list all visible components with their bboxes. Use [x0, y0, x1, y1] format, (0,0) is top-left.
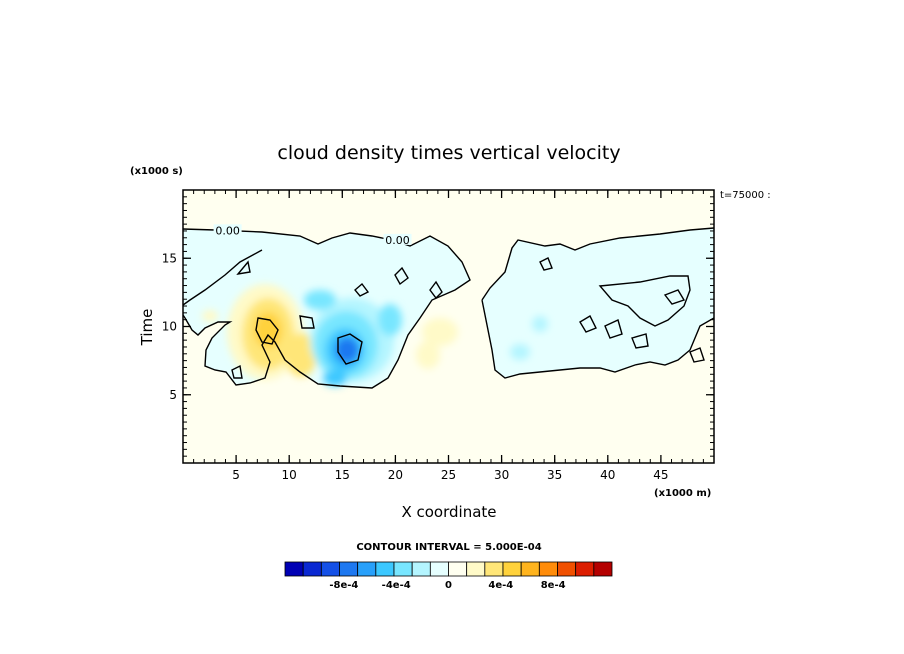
- colorbar: [284, 561, 613, 577]
- x-unit-label: (x1000 m): [654, 488, 711, 499]
- colorbar-swatch: [484, 561, 504, 577]
- y-tick-label: 15: [162, 251, 177, 265]
- x-axis-ticks: 5 10 15 20 25 30 35 40 45: [232, 190, 669, 482]
- colorbar-swatch: [575, 561, 595, 577]
- y-tick-label: 5: [169, 388, 177, 402]
- negative-region-east: [600, 276, 690, 326]
- y-tick-label: 10: [162, 320, 177, 334]
- contour-lines: [183, 227, 714, 389]
- y-unit-label: (x1000 s): [130, 166, 183, 177]
- negative-region-center: [482, 228, 714, 378]
- time-stamp-label: t=75000 :: [720, 190, 771, 201]
- colorbar-tick-label: 4e-4: [488, 580, 513, 591]
- chart-title: cloud density times vertical velocity: [277, 142, 620, 164]
- colorbar-swatch: [538, 561, 558, 577]
- colorbar-swatch: [284, 561, 304, 577]
- x-tick-label: 30: [494, 468, 509, 482]
- x-tick-label: 10: [282, 468, 297, 482]
- x-tick-label: 40: [600, 468, 615, 482]
- colorbar-swatch: [448, 561, 468, 577]
- y-axis-ticks: 5 10 15: [162, 251, 714, 402]
- contour-label-bg: [383, 233, 412, 245]
- x-axis-label: X coordinate: [401, 503, 496, 521]
- colorbar-swatch: [429, 561, 449, 577]
- contour-label-layer: 0.00 0.00: [213, 224, 412, 247]
- colorbar-swatch: [375, 561, 395, 577]
- colorbar-swatch: [339, 561, 359, 577]
- x-tick-label: 20: [388, 468, 403, 482]
- colorbar-tick-label: -4e-4: [382, 580, 411, 591]
- colorbar-swatch: [320, 561, 340, 577]
- colorbar-tick-label: 0: [445, 580, 452, 591]
- contour-label-bg: [213, 224, 242, 236]
- y-axis-label: Time: [138, 309, 156, 347]
- contour-label: 0.00: [215, 224, 240, 237]
- colorbar-tick-label: 8e-4: [541, 580, 566, 591]
- x-tick-label: 5: [232, 468, 240, 482]
- colorbar-swatch: [593, 561, 613, 577]
- x-tick-label: 15: [335, 468, 350, 482]
- x-tick-label: 25: [441, 468, 456, 482]
- colorbar-swatch: [357, 561, 377, 577]
- colorbar-swatch: [411, 561, 431, 577]
- colorbar-swatch: [302, 561, 322, 577]
- colorbar-swatch: [557, 561, 577, 577]
- x-tick-label: 45: [653, 468, 668, 482]
- x-tick-label: 35: [547, 468, 562, 482]
- colorbar-swatch: [393, 561, 413, 577]
- contour-interval-label: CONTOUR INTERVAL = 5.000E-04: [356, 542, 541, 553]
- colorbar-swatch: [502, 561, 522, 577]
- colorbar-swatch: [520, 561, 540, 577]
- colorbar-tick-labels: -8e-4 -4e-4 0 4e-4 8e-4: [329, 580, 565, 591]
- colorbar-swatch: [466, 561, 486, 577]
- colorbar-tick-label: -8e-4: [329, 580, 358, 591]
- plot-area: [183, 190, 714, 463]
- contour-label: 0.00: [385, 234, 410, 247]
